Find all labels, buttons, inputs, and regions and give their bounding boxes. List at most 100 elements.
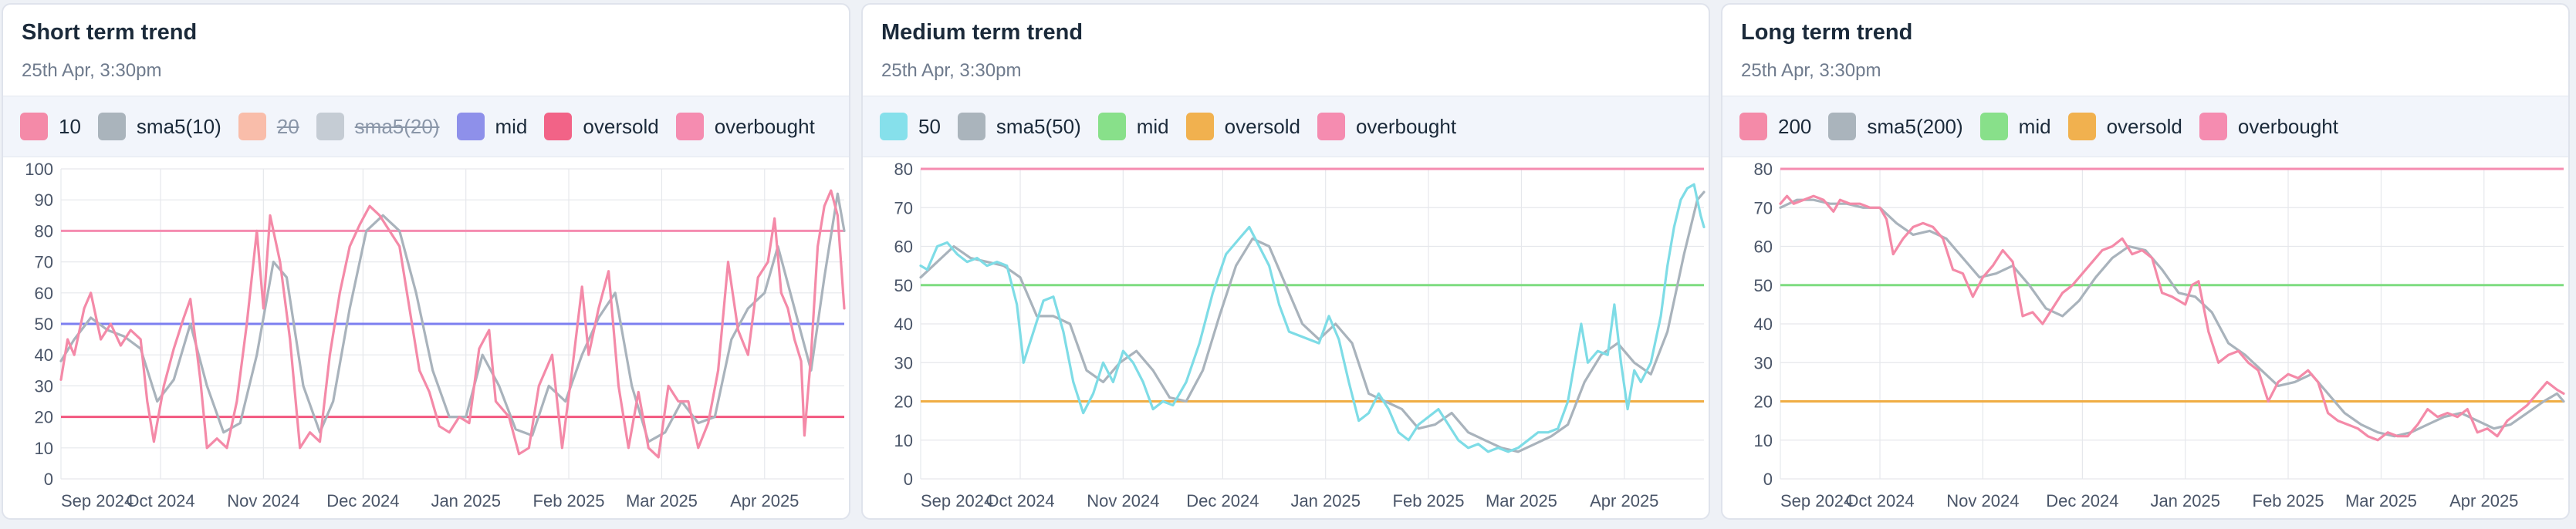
legend-label: sma5(20) xyxy=(354,114,440,138)
panel-title: Long term trend xyxy=(1741,20,1913,45)
x-tick-label: Dec 2024 xyxy=(1186,491,1259,510)
y-tick-label: 80 xyxy=(894,160,913,179)
legend-item-10[interactable]: 10 xyxy=(20,113,81,140)
panel-subtitle: 25th Apr, 3:30pm xyxy=(1741,60,1881,81)
legend-item-20[interactable]: 20 xyxy=(238,113,299,140)
y-tick-label: 70 xyxy=(894,198,913,217)
y-tick-label: 80 xyxy=(35,221,53,241)
y-tick-label: 90 xyxy=(35,190,53,210)
x-tick-label: Nov 2024 xyxy=(1946,491,2019,510)
legend-swatch xyxy=(1828,113,1857,140)
x-tick-label: Jan 2025 xyxy=(2150,491,2220,510)
y-tick-label: 50 xyxy=(1754,276,1773,295)
panel-title: Short term trend xyxy=(22,20,198,45)
y-tick-label: 80 xyxy=(1754,160,1773,179)
legend-item-mid[interactable]: mid xyxy=(1097,113,1169,140)
legend-item-sma5-10[interactable]: sma5(10) xyxy=(97,113,221,140)
series-line-50 xyxy=(919,183,1706,453)
legend-item-overbought[interactable]: overbought xyxy=(1317,113,1456,140)
y-tick-label: 0 xyxy=(904,470,913,489)
legend-item-sma5-200[interactable]: sma5(200) xyxy=(1828,113,1963,140)
legend-item-sma5-50[interactable]: sma5(50) xyxy=(957,113,1081,140)
y-tick-label: 10 xyxy=(1754,431,1773,450)
legend-item-overbought[interactable]: overbought xyxy=(675,113,815,140)
legend-label: sma5(10) xyxy=(136,114,221,138)
legend-swatch xyxy=(456,113,485,140)
legend-item-oversold[interactable]: oversold xyxy=(2067,113,2182,140)
y-tick-label: 70 xyxy=(1754,198,1773,217)
x-tick-label: Apr 2025 xyxy=(730,491,799,510)
legend-item-oversold[interactable]: oversold xyxy=(544,113,659,140)
x-tick-label: Apr 2025 xyxy=(2449,491,2518,510)
legend-swatch xyxy=(2199,113,2227,140)
y-tick-label: 0 xyxy=(1763,470,1773,489)
y-tick-label: 10 xyxy=(35,439,53,458)
legend-swatch xyxy=(20,113,48,140)
medium-term-panel: Medium term trend 25th Apr, 3:30pm 50 sma5(… xyxy=(861,3,1710,520)
y-tick-label: 20 xyxy=(894,393,913,412)
x-tick-label: Mar 2025 xyxy=(2345,491,2417,510)
series-line-200 xyxy=(1779,194,2565,442)
series-line-sma5-200 xyxy=(1779,198,2565,438)
x-tick-label: Sep 2024 xyxy=(1780,491,1853,510)
legend-item-sma5-20[interactable]: sma5(20) xyxy=(316,113,440,140)
y-tick-label: 40 xyxy=(1754,315,1773,334)
y-tick-label: 30 xyxy=(1754,353,1773,372)
legend-label: oversold xyxy=(583,114,659,138)
legend-label: mid xyxy=(2018,114,2051,138)
short-term-panel: Short term trend 25th Apr, 3:30pm 10 sma5(1… xyxy=(2,3,850,520)
legend-label: 200 xyxy=(1778,114,1812,138)
legend-swatch xyxy=(1739,113,1767,140)
legend-item-oversold[interactable]: oversold xyxy=(1185,113,1300,140)
x-tick-label: Jan 2025 xyxy=(431,491,501,510)
y-tick-label: 20 xyxy=(1754,393,1773,412)
legend-item-overbought[interactable]: overbought xyxy=(2199,113,2338,140)
legend-swatch xyxy=(880,113,908,140)
legend-item-mid[interactable]: mid xyxy=(1979,113,2051,140)
x-tick-label: Oct 2024 xyxy=(1845,491,1914,510)
gridlines xyxy=(920,168,1704,480)
legend-item-mid[interactable]: mid xyxy=(456,113,528,140)
legend-swatch xyxy=(1097,113,1126,140)
legend-swatch xyxy=(238,113,266,140)
legend-label: sma5(50) xyxy=(996,114,1081,138)
legend-swatch xyxy=(316,113,344,140)
y-tick-label: 50 xyxy=(894,276,913,295)
chart-legend: 200 sma5(200) mid oversold overbought xyxy=(1722,96,2568,157)
x-tick-label: Jan 2025 xyxy=(1290,491,1361,510)
legend-swatch xyxy=(1979,113,2008,140)
x-tick-label: Sep 2024 xyxy=(921,491,993,510)
x-tick-label: Sep 2024 xyxy=(61,491,134,510)
x-tick-label: Nov 2024 xyxy=(1087,491,1159,510)
y-tick-label: 60 xyxy=(35,284,53,303)
legend-item-200[interactable]: 200 xyxy=(1739,113,1811,140)
legend-label: oversold xyxy=(1224,114,1300,138)
y-tick-label: 30 xyxy=(894,353,913,372)
y-tick-label: 70 xyxy=(35,253,53,272)
gridlines xyxy=(1780,168,2564,480)
y-tick-label: 0 xyxy=(44,470,53,489)
chart-legend: 50 sma5(50) mid oversold overbought xyxy=(863,96,1709,157)
legend-item-50[interactable]: 50 xyxy=(880,113,941,140)
x-tick-label: Nov 2024 xyxy=(227,491,299,510)
y-tick-label: 40 xyxy=(35,345,53,365)
x-tick-label: Feb 2025 xyxy=(1393,491,1465,510)
legend-label: overbought xyxy=(1355,114,1457,138)
x-tick-label: Apr 2025 xyxy=(1590,491,1658,510)
y-tick-label: 60 xyxy=(1754,238,1773,257)
legend-swatch xyxy=(1317,113,1345,140)
legend-label: overbought xyxy=(714,114,815,138)
long-term-panel: Long term trend 25th Apr, 3:30pm 200 sma5(2… xyxy=(1721,3,2570,520)
series-line-10 xyxy=(59,189,846,459)
legend-swatch xyxy=(1185,113,1214,140)
legend-label: mid xyxy=(1136,114,1169,138)
x-tick-label: Mar 2025 xyxy=(626,491,698,510)
x-tick-label: Feb 2025 xyxy=(533,491,605,510)
legend-label: 50 xyxy=(918,114,941,138)
legend-label: mid xyxy=(495,114,528,138)
x-tick-label: Dec 2024 xyxy=(326,491,399,510)
